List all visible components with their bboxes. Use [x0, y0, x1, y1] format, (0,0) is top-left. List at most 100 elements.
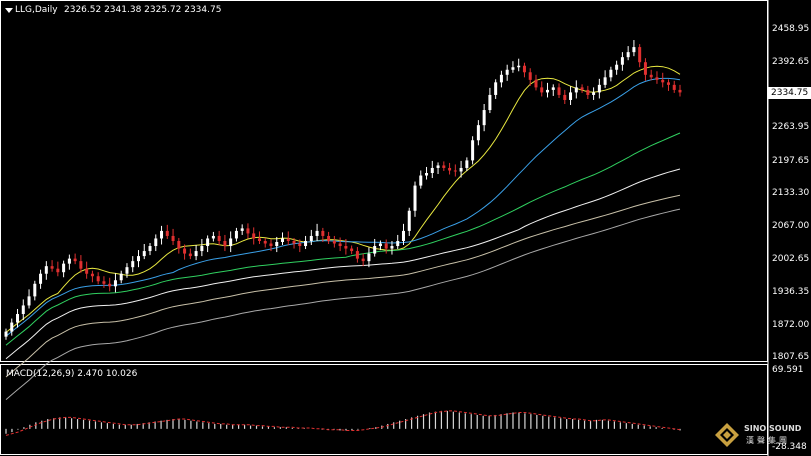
price-axis-tick: 1807.65: [772, 352, 810, 362]
candle-body: [563, 94, 567, 100]
candle-body: [448, 167, 452, 171]
candle-body: [177, 240, 181, 249]
macd-axis-max: 69.591: [772, 365, 804, 375]
candle-body: [459, 167, 463, 172]
candle-body: [401, 230, 405, 241]
candle-body: [223, 240, 227, 247]
candle-body: [471, 140, 475, 161]
candle-body: [638, 47, 642, 63]
last-price-box: 2334.75: [768, 87, 811, 99]
candle-body: [113, 280, 117, 287]
candle-body: [603, 77, 607, 85]
candle-body: [327, 235, 331, 241]
candle-body: [286, 238, 290, 241]
candle-body: [67, 258, 71, 264]
ma-line-10: [5, 65, 681, 333]
candle-body: [488, 94, 492, 111]
chart-menu-icon[interactable]: [5, 8, 13, 13]
macd-axis-min: -28.348: [772, 442, 807, 452]
candle-body: [171, 235, 175, 241]
candle-body: [540, 87, 544, 93]
candle-body: [534, 79, 538, 88]
signal-line: [5, 410, 681, 436]
candle-body: [569, 92, 573, 100]
candle-body: [494, 82, 498, 95]
logo-chinese-name: 漢聲集團: [746, 436, 790, 445]
candle-body: [661, 79, 665, 83]
macd-series: [5, 410, 681, 436]
candle-body: [442, 165, 446, 168]
candle-body: [517, 65, 521, 68]
candle-body: [620, 57, 624, 65]
candle-body: [165, 230, 169, 236]
candle-body: [436, 165, 440, 168]
candle-body: [142, 251, 146, 257]
candle-body: [108, 283, 112, 287]
candle-body: [338, 243, 342, 247]
candle-body: [396, 240, 400, 247]
candle-body: [678, 89, 682, 93]
candle-body: [425, 172, 429, 176]
candle-body: [252, 233, 256, 239]
candle-body: [4, 331, 8, 337]
candle-body: [315, 230, 319, 236]
candle-body: [390, 246, 394, 249]
ma-line-30: [5, 77, 681, 337]
candle-body: [672, 84, 676, 90]
price-axis-tick: 2067.00: [772, 221, 810, 232]
price-axis-tick: 2263.95: [772, 122, 810, 133]
price-panel-border: [0, 0, 768, 362]
candle-body: [505, 69, 509, 75]
candle-body: [615, 64, 619, 70]
candle-body: [33, 283, 37, 297]
candle-body: [125, 267, 129, 274]
ohlc-readout: 2326.52 2341.38 2325.72 2334.75: [64, 5, 222, 15]
candle-body: [73, 258, 77, 262]
candle-body: [453, 170, 457, 172]
candle-body: [27, 296, 31, 306]
ma-line-60: [5, 132, 681, 346]
candle-body: [476, 125, 480, 141]
candle-body: [292, 240, 296, 244]
price-axis-tick: 2458.95: [772, 24, 810, 34]
ma-line-90: [5, 168, 681, 360]
macd-label: MACD(12,26,9) 2.470 10.026: [6, 369, 138, 379]
candle-body: [44, 266, 48, 274]
candle-body: [194, 251, 198, 257]
candle-body: [183, 248, 187, 254]
candle-body: [522, 65, 526, 73]
candle-body: [592, 92, 596, 95]
candle-body: [597, 84, 601, 93]
candle-body: [56, 268, 60, 273]
candle-body: [332, 240, 336, 244]
price-axis-tick: 2392.65: [772, 57, 810, 68]
price-axis-tick: 1936.35: [772, 287, 810, 298]
candle-body: [257, 238, 261, 241]
candle-body: [50, 266, 54, 269]
ma-line-150: [5, 208, 681, 400]
candle-body: [344, 246, 348, 249]
moving-averages: [5, 65, 681, 400]
candle-body: [269, 243, 273, 247]
candle-body: [16, 314, 20, 323]
candle-body: [131, 261, 135, 268]
candle-body: [482, 110, 486, 126]
candle-body: [154, 238, 158, 247]
candle-body: [148, 246, 152, 252]
candle-body: [200, 246, 204, 252]
candle-body: [229, 238, 233, 247]
candle-body: [655, 77, 659, 80]
candle-body: [413, 185, 417, 211]
candle-body: [321, 230, 325, 236]
candle-body: [465, 160, 469, 168]
price-axis-tick: 2133.30: [772, 188, 810, 198]
candle-body: [632, 47, 636, 53]
candle-body: [430, 167, 434, 173]
candle-body: [281, 238, 285, 242]
candle-body: [551, 87, 555, 90]
candle-body: [666, 82, 670, 85]
candle-body: [119, 273, 123, 281]
ma-line-120: [5, 194, 681, 378]
